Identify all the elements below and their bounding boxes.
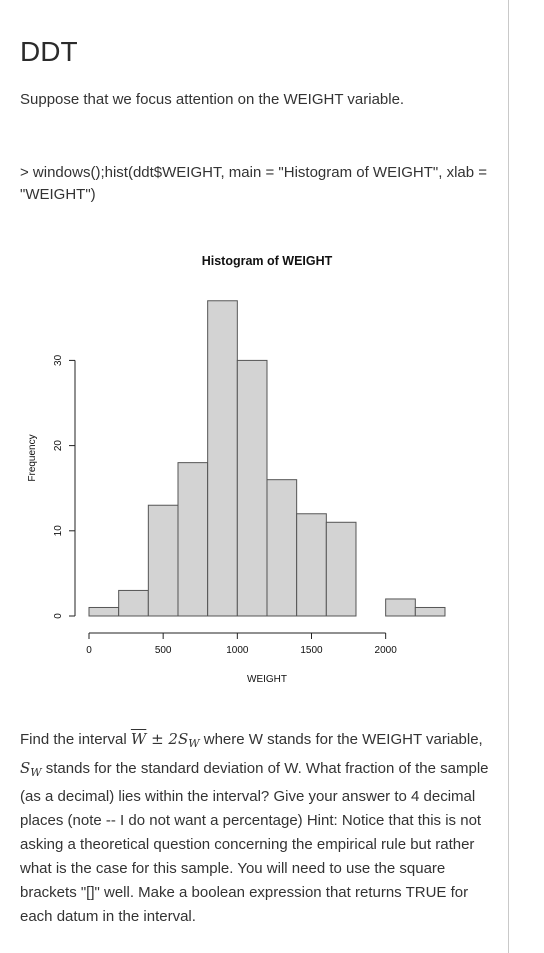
page-title: DDT [20,36,78,67]
y-axis-label: Frequency [27,434,38,481]
histogram-bar [325,521,357,617]
w-subscript: W [188,737,200,750]
x-axis-label: WEIGHT [247,674,287,685]
question-part-2: where W stands for the WEIGHT variable, [199,731,483,748]
histogram-bar [296,513,327,617]
sw-formula: SW [20,759,42,779]
w-subscript-2: W [30,766,42,779]
x-tick-label: 0 [86,645,92,656]
histogram-bar [177,462,209,617]
histogram-bars [88,300,446,617]
x-tick-label: 1500 [300,645,323,656]
histogram-bar [207,300,238,617]
x-tick-label: 1000 [226,645,249,656]
y-tick-label: 30 [53,354,64,366]
s-symbol: S [177,730,189,748]
y-axis: 0 10 20 30 [53,354,76,619]
question-part-3: stands for the standard deviation of W. … [20,760,489,925]
y-tick-label: 10 [53,525,64,537]
histogram-bar [147,504,179,617]
r-command-text: > windows();hist(ddt$WEIGHT, main = "His… [20,164,488,203]
histogram-bar [88,606,120,617]
y-tick-label: 20 [53,440,64,452]
histogram-bar [266,479,298,617]
interval-formula: W ± 2SW [130,730,200,750]
histogram-bar [236,359,268,617]
histogram-bar [118,589,149,617]
x-tick-label: 500 [155,645,172,656]
w-bar-symbol: W [130,730,147,748]
histogram-bar [385,598,416,617]
question-text: Find the interval W ± 2SW where W stands… [20,727,490,929]
plus-minus-symbol: ± 2 [146,730,178,748]
y-tick-label: 0 [53,613,64,619]
question-part-1: Find the interval [20,731,131,748]
histogram-chart: Histogram of WEIGHT Frequency WEIGHT 0 50… [27,254,446,685]
intro-text: Suppose that we focus attention on the W… [20,91,405,108]
content-right-border [508,0,509,953]
x-tick-label: 2000 [375,645,398,656]
s-symbol-2: S [20,759,31,777]
histogram-bar [414,606,446,617]
x-axis: 0 500 1000 1500 2000 [86,632,398,656]
chart-title: Histogram of WEIGHT [202,254,333,268]
